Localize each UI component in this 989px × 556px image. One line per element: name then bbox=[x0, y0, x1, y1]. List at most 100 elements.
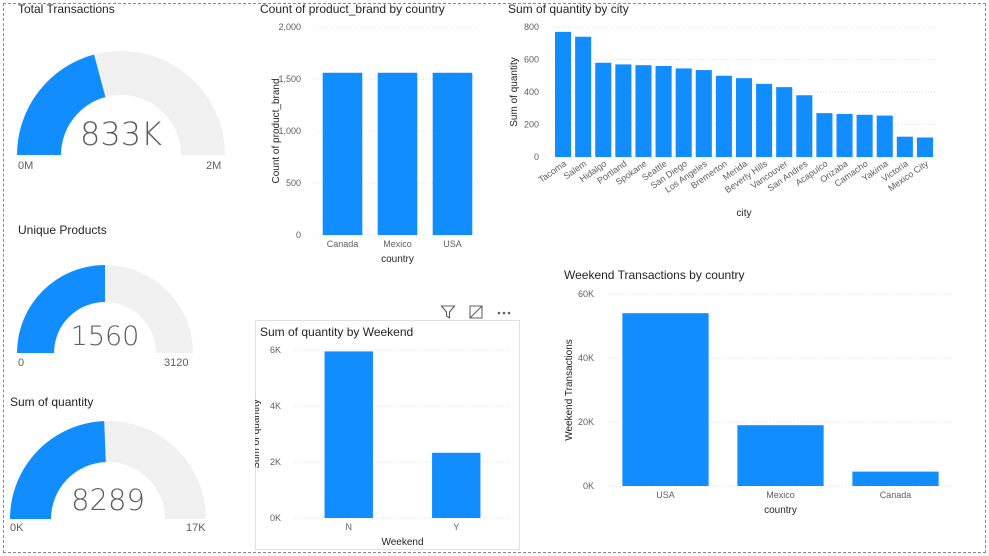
chart-weekend-tx-by-country[interactable]: Weekend Transactions by country 0K 20K 40K… bbox=[558, 265, 958, 520]
gauge-value: 833K bbox=[79, 115, 163, 153]
bar[interactable] bbox=[377, 72, 418, 235]
visual-focus-border bbox=[255, 320, 520, 550]
report-canvas bbox=[3, 3, 986, 553]
y-axis-title: Count of product_brand bbox=[271, 78, 282, 183]
chart-title: Count of product_brand by country bbox=[260, 2, 445, 16]
gauge-title: Unique Products bbox=[18, 223, 107, 237]
y-tick-label: 200 bbox=[524, 120, 539, 130]
bar[interactable] bbox=[324, 351, 373, 518]
gauge-title: Total Transactions bbox=[18, 2, 115, 16]
x-tick-label: N bbox=[346, 522, 353, 532]
y-tick-label: 800 bbox=[524, 22, 539, 32]
bar[interactable] bbox=[735, 78, 753, 157]
y-tick-label: 0 bbox=[296, 230, 301, 240]
chart-quantity-by-weekend[interactable]: Sum of quantity by Weekend 0K 2K 4K 6K N Y Wee… bbox=[255, 300, 520, 550]
y-axis-title: Sum of quantity bbox=[509, 57, 520, 126]
x-tick-label: Canada bbox=[880, 490, 912, 500]
gauge-min-label: 0 bbox=[18, 357, 25, 369]
visual-header-icons bbox=[440, 304, 514, 320]
bar[interactable] bbox=[856, 114, 873, 157]
gauge-title: Sum of quantity bbox=[10, 395, 94, 409]
gauge-sum-of-quantity[interactable]: Sum of quantity 8289 0K 17K bbox=[4, 392, 234, 552]
gauge-arc bbox=[17, 265, 193, 353]
bar[interactable] bbox=[852, 471, 939, 486]
bar[interactable] bbox=[876, 115, 893, 157]
y-tick-label: 60K bbox=[578, 289, 594, 299]
more-options-icon[interactable] bbox=[496, 304, 514, 320]
chart-title: Sum of quantity by Weekend bbox=[260, 325, 414, 339]
x-tick-label: Canada bbox=[327, 239, 359, 249]
bar[interactable] bbox=[635, 65, 652, 157]
x-tick-label: USA bbox=[656, 490, 675, 500]
y-axis-title: Weekend Transactions bbox=[564, 339, 575, 441]
bar-chart-svg: 0200400600800TacomaSalemHidalgoPortlandS… bbox=[509, 22, 935, 219]
bar[interactable] bbox=[896, 136, 913, 157]
y-tick-label: 600 bbox=[524, 55, 539, 65]
gauge-total-transactions[interactable]: Total Transactions 833K 0M 2M bbox=[12, 0, 232, 180]
x-axis-title: country bbox=[381, 254, 414, 265]
x-tick-label: Mexico bbox=[383, 239, 412, 249]
gauge-arc bbox=[17, 51, 225, 155]
bar[interactable] bbox=[756, 83, 773, 157]
x-tick-label: Mexico bbox=[766, 490, 795, 500]
focus-mode-icon[interactable] bbox=[468, 304, 486, 320]
y-tick-label: 40K bbox=[578, 353, 594, 363]
y-tick-label: 500 bbox=[286, 178, 301, 188]
gauge-arc bbox=[10, 421, 206, 519]
gauge-fill bbox=[17, 54, 106, 155]
gauge-min-label: 0K bbox=[10, 522, 24, 534]
bar[interactable] bbox=[737, 425, 824, 486]
x-tick-label: Y bbox=[453, 522, 459, 532]
y-tick-label: 400 bbox=[524, 87, 539, 97]
gauge-unique-products[interactable]: Unique Products 1560 0 3120 bbox=[12, 220, 232, 375]
y-tick-label: 0K bbox=[583, 481, 594, 491]
y-tick-label: 0K bbox=[270, 513, 281, 523]
bar[interactable] bbox=[575, 36, 592, 157]
chart-title: Weekend Transactions by country bbox=[564, 268, 745, 282]
gauge-fill bbox=[10, 421, 106, 519]
y-tick-label: 1,500 bbox=[278, 74, 301, 84]
gauge-max-label: 17K bbox=[186, 522, 206, 534]
y-tick-label: 2,000 bbox=[278, 22, 301, 32]
bar[interactable] bbox=[836, 113, 853, 157]
bar[interactable] bbox=[796, 95, 813, 157]
bar[interactable] bbox=[595, 62, 612, 157]
x-axis-title: city bbox=[737, 208, 752, 219]
bar[interactable] bbox=[322, 72, 363, 235]
bar[interactable] bbox=[816, 113, 833, 157]
chart-title: Sum of quantity by city bbox=[508, 2, 629, 16]
bar[interactable] bbox=[555, 31, 572, 157]
y-axis-title: Sum of quantity bbox=[255, 399, 262, 468]
chart-brand-by-country[interactable]: Count of product_brand by country 0 500 1,… bbox=[255, 0, 485, 270]
bar-chart-svg: 0K 2K 4K 6K N Y Weekend Sum of quantity bbox=[255, 345, 510, 548]
bar[interactable] bbox=[675, 68, 692, 157]
bar[interactable] bbox=[776, 87, 793, 157]
x-axis-title: country bbox=[764, 505, 797, 516]
gauge-max-label: 3120 bbox=[164, 357, 189, 369]
y-tick-label: 6K bbox=[270, 345, 281, 355]
chart-quantity-by-city[interactable]: Sum of quantity by city 0 200 400 600 800 Tac… bbox=[503, 0, 943, 225]
bar[interactable] bbox=[916, 137, 933, 158]
bar[interactable] bbox=[432, 72, 473, 235]
gauge-fill bbox=[17, 265, 105, 353]
bar-chart-svg: 0 500 1,000 1,500 2,000 Canada Mexico USA countr… bbox=[271, 22, 480, 265]
gauge-value: 1560 bbox=[70, 321, 140, 352]
bar[interactable] bbox=[655, 66, 672, 157]
bar[interactable] bbox=[622, 313, 709, 486]
y-tick-label: 4K bbox=[270, 401, 281, 411]
gauge-min-label: 0M bbox=[18, 160, 34, 172]
filter-icon[interactable] bbox=[440, 304, 458, 320]
bar[interactable] bbox=[432, 452, 481, 518]
bar-chart-svg: 0K 20K 40K 60K USA Mexico Canada country Weekend… bbox=[564, 289, 953, 516]
gauge-value: 8289 bbox=[71, 483, 145, 517]
bar[interactable] bbox=[715, 75, 732, 157]
y-tick-label: 20K bbox=[578, 417, 594, 427]
bar[interactable] bbox=[615, 64, 632, 157]
x-tick-label: USA bbox=[443, 239, 462, 249]
gauge-max-label: 2M bbox=[206, 160, 222, 172]
y-tick-label: 2K bbox=[270, 457, 281, 467]
bar[interactable] bbox=[695, 70, 712, 157]
y-tick-label: 1,000 bbox=[278, 126, 301, 136]
x-axis-title: Weekend bbox=[381, 537, 423, 548]
y-tick-label: 0 bbox=[534, 152, 539, 162]
